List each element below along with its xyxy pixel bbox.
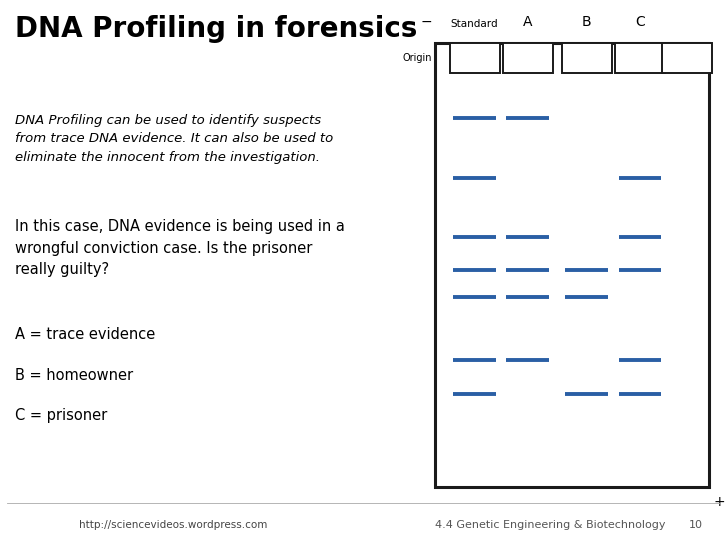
Text: C: C (635, 15, 644, 29)
Text: C = prisoner: C = prisoner (15, 408, 108, 423)
FancyBboxPatch shape (502, 43, 553, 73)
Text: A = trace evidence: A = trace evidence (15, 327, 156, 342)
Text: +: + (713, 495, 725, 509)
Text: In this case, DNA evidence is being used in a
wrongful conviction case. Is the p: In this case, DNA evidence is being used… (15, 219, 345, 277)
Text: DNA Profiling can be used to identify suspects
from trace DNA evidence. It can a: DNA Profiling can be used to identify su… (15, 114, 333, 164)
FancyBboxPatch shape (662, 43, 712, 73)
FancyBboxPatch shape (614, 43, 665, 73)
Text: −: − (420, 15, 432, 29)
Text: 10: 10 (689, 520, 703, 530)
Text: Origin: Origin (403, 53, 432, 63)
Text: http://sciencevideos.wordpress.com: http://sciencevideos.wordpress.com (79, 520, 267, 530)
Text: B = homeowner: B = homeowner (15, 367, 133, 383)
FancyBboxPatch shape (450, 43, 499, 73)
Text: Standard: Standard (451, 19, 499, 29)
Text: 4.4 Genetic Engineering & Biotechnology: 4.4 Genetic Engineering & Biotechnology (435, 520, 666, 530)
Text: B: B (582, 15, 591, 29)
FancyBboxPatch shape (561, 43, 612, 73)
Text: A: A (523, 15, 532, 29)
Text: DNA Profiling in forensics: DNA Profiling in forensics (15, 15, 418, 43)
FancyBboxPatch shape (435, 43, 709, 488)
